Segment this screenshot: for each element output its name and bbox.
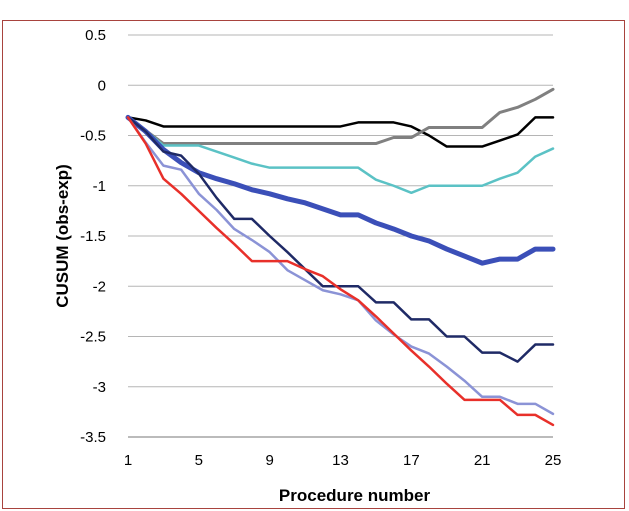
series-line-1 [126, 116, 555, 148]
y-tick-labels: 0.5 0 -0.5 -1 -1.5 -2 -2.5 -3 -3.5 [80, 27, 106, 446]
top-margin [0, 0, 629, 20]
series-line-7 [126, 116, 555, 427]
series-line-3 [126, 116, 555, 195]
y-tick-label: -2.5 [80, 329, 106, 346]
y-tick-label: -2 [93, 278, 106, 295]
figure-frame [2, 20, 625, 509]
x-tick-label: 5 [195, 452, 203, 469]
series-line-5 [126, 116, 555, 363]
y-tick-label: -3.5 [80, 429, 106, 446]
y-tick-label: -1.5 [80, 228, 106, 245]
x-tick-label: 1 [124, 452, 132, 469]
x-tick-labels: 1 5 9 13 17 21 25 [124, 452, 562, 469]
y-axis-title: CUSUM (obs-exp) [53, 164, 72, 308]
y-tick-label: -3 [93, 379, 106, 396]
x-axis-title: Procedure number [279, 486, 431, 505]
gridlines [128, 34, 553, 388]
series-line-6 [126, 116, 555, 416]
x-tick-label: 21 [474, 452, 491, 469]
y-tick-label: 0 [98, 77, 106, 94]
series-line-2 [126, 87, 555, 146]
x-tick-label: 13 [332, 452, 349, 469]
x-tick-label: 17 [403, 452, 420, 469]
y-tick-label: -0.5 [80, 128, 106, 145]
x-tick-label: 9 [265, 452, 273, 469]
y-tick-label: -1 [93, 178, 106, 195]
series-lines [125, 87, 556, 427]
y-tick-label: 0.5 [85, 27, 106, 44]
x-tick-label: 25 [545, 452, 562, 469]
series-line-4 [125, 114, 556, 266]
